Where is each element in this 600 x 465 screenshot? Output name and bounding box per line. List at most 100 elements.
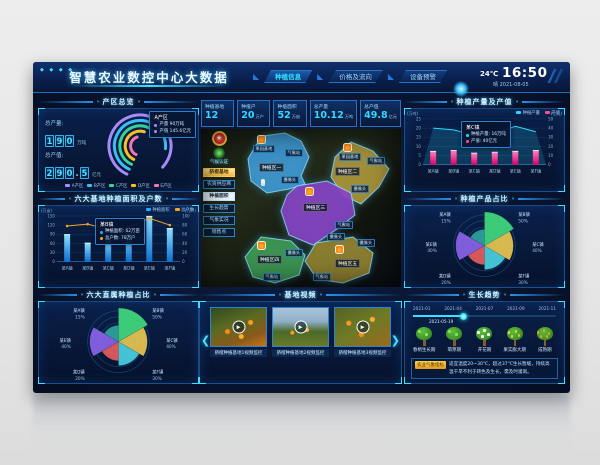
- camera-tag[interactable]: 摄像头: [357, 239, 375, 247]
- header-bar: ◆ ◆ ◆ ◆ 智慧农业数控中心大数据 ◣ 种植信息 ◣ 价格及流向 ◣ 设备预…: [33, 62, 570, 97]
- play-icon[interactable]: ▶: [232, 320, 245, 334]
- region-label: 种植区四: [257, 255, 283, 264]
- stats-row: 种植基地 12 种植户 20万户 种植面积 52万亩 总产量 10.12万吨 总…: [201, 100, 401, 127]
- map-button-weather-live[interactable]: 气象实况: [203, 216, 235, 225]
- region-map[interactable]: 果园基地 气象站 种植区一 摄像头 果园基地 气象站 种植区二 摄像头 种植区三…: [201, 129, 401, 287]
- svg-text:5: 5: [418, 153, 421, 158]
- area-households-chart: 0 30 60 90 120 150 0 20 40 60 80 100 (万亩) (万户) 某A镇 某B镇 某…: [41, 208, 196, 271]
- panel-product-share: «种植产品占比» 某B镇 50% 某C镇 40% 某F镇 30% 某D镇 20% 某E镇 40% 某…: [404, 193, 565, 288]
- svg-text:15%: 15%: [441, 218, 450, 224]
- svg-text:25: 25: [416, 116, 422, 121]
- tree-icon: [535, 327, 555, 346]
- total-output-label: 总产量:: [45, 121, 64, 127]
- video-thumbnail[interactable]: ▶: [272, 307, 329, 347]
- video-item[interactable]: ▶ 脐橙种植基地1视频监控: [210, 307, 267, 357]
- video-item[interactable]: ▶ 脐橙种植基地2视频监控: [272, 307, 329, 357]
- camera-tag[interactable]: 摄像头: [327, 233, 345, 241]
- svg-text:60: 60: [182, 232, 188, 237]
- map-button-orange-base[interactable]: 脐橙基地: [203, 168, 235, 177]
- camera-tag[interactable]: 摄像头: [281, 176, 299, 184]
- video-next-arrow[interactable]: ❯: [390, 334, 400, 347]
- svg-text:某C镇: 某C镇: [532, 241, 544, 248]
- play-icon[interactable]: ▶: [294, 320, 307, 334]
- totals-block: 总产量: 1 9 0 万吨 总产值: 2 9 0. 5 亿元: [45, 117, 105, 183]
- svg-text:0: 0: [418, 162, 421, 167]
- svg-text:20: 20: [548, 144, 554, 149]
- orchard-icon[interactable]: [305, 187, 314, 196]
- svg-text:某C镇: 某C镇: [103, 265, 114, 271]
- tree-icon: [474, 327, 494, 346]
- region-label: 种植区二: [335, 167, 361, 176]
- map-button-sales-point[interactable]: 销售点: [203, 228, 235, 237]
- tab-price-flow[interactable]: 价格及流向: [328, 70, 383, 83]
- stat-card-bases: 种植基地 12: [201, 100, 235, 127]
- stat-card-output: 总产量 10.12万吨: [309, 100, 358, 127]
- svg-text:40%: 40%: [427, 248, 436, 254]
- panel-title: 产区总览: [102, 98, 135, 106]
- stat-card-value: 总产值 49.8亿元: [360, 100, 401, 127]
- video-prev-arrow[interactable]: ❮: [201, 334, 211, 347]
- svg-text:某A镇: 某A镇: [62, 265, 73, 271]
- chart-tooltip: 某C镇 种植产量: 16万吨 产值: 40亿元: [461, 121, 511, 149]
- weather: 晴: [493, 82, 499, 88]
- svg-text:10: 10: [416, 144, 422, 149]
- video-thumbnail[interactable]: ▶: [210, 307, 267, 347]
- glow-marker-icon: [213, 147, 225, 159]
- tree-icon: [414, 327, 434, 346]
- stat-card-growers: 种植户 20万户: [237, 100, 271, 127]
- clock: 16:50: [502, 65, 548, 81]
- video-thumbnail[interactable]: ▶: [334, 307, 391, 347]
- tab-deco: ◣: [317, 72, 324, 81]
- weather-date: 晴 2021-08-05: [493, 81, 529, 88]
- svg-text:某F镇: 某F镇: [518, 273, 530, 280]
- timeline-track[interactable]: [413, 312, 556, 320]
- svg-text:某B镇: 某B镇: [518, 211, 530, 218]
- orchard-tag: 果园基地: [253, 145, 275, 153]
- play-icon[interactable]: ▶: [356, 320, 369, 334]
- orchard-icon[interactable]: [257, 135, 266, 144]
- map-button-suppliers[interactable]: 农资供应商: [203, 180, 235, 189]
- orchard-icon[interactable]: [335, 245, 344, 254]
- svg-text:某D镇: 某D镇: [123, 265, 135, 271]
- weather-station-tag[interactable]: 气象站: [367, 157, 385, 165]
- video-caption: 脐橙种植基地1视频监控: [210, 349, 267, 357]
- svg-text:80: 80: [182, 223, 188, 228]
- temperature: 24℃: [480, 70, 499, 78]
- svg-text:40: 40: [548, 126, 554, 131]
- tab-deco: ◣: [387, 72, 394, 81]
- tab-device-alert[interactable]: 设备预警: [398, 70, 447, 83]
- orchard-icon[interactable]: [257, 241, 266, 250]
- certification-medal-icon: ★: [211, 131, 227, 146]
- svg-text:40%: 40%: [166, 344, 175, 350]
- map-button-plant-area[interactable]: 种植面积: [203, 192, 235, 201]
- svg-text:某C镇: 某C镇: [166, 337, 178, 344]
- svg-text:60: 60: [50, 241, 56, 246]
- screen-reflection: [33, 395, 570, 459]
- weather-station-tag[interactable]: 气象站: [285, 149, 303, 157]
- svg-text:120: 120: [47, 223, 55, 228]
- svg-text:30%: 30%: [518, 280, 527, 285]
- weather-station-tag[interactable]: 气象站: [313, 273, 331, 281]
- timeline-handle[interactable]: [459, 312, 467, 320]
- note-text: 适宜温度20~30℃，超过37℃生长暂缓，持续高温干旱不利于转色及生长，需及时灌…: [449, 362, 550, 375]
- svg-text:40%: 40%: [532, 248, 541, 254]
- weather-station-tag[interactable]: 气象站: [263, 273, 281, 281]
- orchard-icon[interactable]: [343, 143, 352, 152]
- svg-text:20%: 20%: [441, 280, 450, 285]
- camera-tag[interactable]: 摄像头: [285, 249, 303, 257]
- camera-tag[interactable]: 摄像头: [351, 185, 369, 193]
- video-item[interactable]: ▶ 脐橙种植基地3视频监控: [334, 307, 391, 357]
- panel-title: 种植产量及产值: [456, 98, 513, 106]
- tree-icon: [444, 327, 464, 346]
- map-button-growth-trend[interactable]: 生长趋势: [203, 204, 235, 213]
- weather-station-tag[interactable]: 气象站: [335, 221, 353, 229]
- date: 2021-08-05: [499, 82, 529, 88]
- svg-text:30%: 30%: [152, 376, 161, 381]
- svg-text:某E镇: 某E镇: [510, 168, 521, 174]
- tab-planting-info[interactable]: 种植信息: [264, 70, 313, 83]
- panel-base-area-households: «六大基地种植面积及户数» 种植面积 总户数 0 30 60 90 120 150 0 20 4…: [38, 193, 199, 288]
- chart-tooltip: 某B镇 种植面积: 62万亩 总户数: 78万户: [95, 218, 145, 246]
